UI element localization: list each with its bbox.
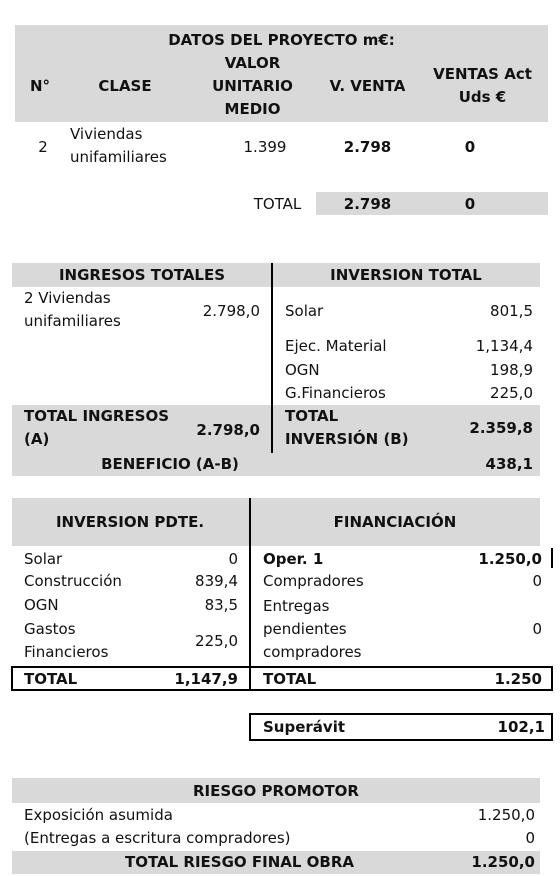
row-label: G.Financieros (285, 383, 386, 402)
total-value: 1.250 (494, 669, 542, 688)
column-header: VALOR UNITARIO MEDIO (212, 53, 293, 118)
section-title: DATOS DEL PROYECTO m€: (168, 30, 395, 49)
total-value: 438,1 (485, 454, 533, 473)
total-label: TOTAL (253, 194, 302, 213)
row-value: 839,4 (195, 571, 238, 590)
row-value: 801,5 (490, 301, 533, 320)
total-label: TOTAL INVERSIÓN (B) (285, 407, 409, 448)
header-bg (12, 778, 540, 803)
row-value: 2.798,0 (202, 301, 260, 320)
cell: 0 (464, 137, 476, 156)
cell: Viviendas unifamiliares (70, 125, 167, 166)
row-value: 1.250,0 (478, 549, 542, 568)
header-bg (15, 25, 548, 122)
total-label: BENEFICIO (A-B) (101, 454, 239, 473)
column-header: V. VENTA (329, 76, 406, 95)
row-value: 0 (532, 619, 542, 638)
total-value: 2.359,8 (469, 418, 533, 437)
row-label: OGN (24, 595, 59, 614)
cell: 1.399 (243, 137, 287, 156)
row-label: Oper. 1 (263, 549, 324, 568)
column-header: INVERSION PDTE. (55, 512, 205, 531)
row-value: 0 (525, 828, 535, 847)
column-header: CLASE (98, 76, 152, 95)
row-value: 0 (228, 549, 238, 568)
row-label: Solar (285, 301, 324, 320)
total-label: TOTAL (24, 669, 78, 688)
header-bg (12, 263, 540, 287)
total-value: 2.798,0 (196, 420, 260, 439)
column-header: VENTAS Act Uds € (433, 65, 532, 106)
row-label: Ejec. Material (285, 336, 387, 355)
row-label: Construcción (24, 571, 122, 590)
row-label: 2 Viviendas unifamiliares (24, 289, 121, 330)
row-label: Entregas pendientes compradores (263, 596, 362, 661)
row-label: OGN (285, 360, 320, 379)
cell: 2.798 (343, 137, 392, 156)
row-value: 225,0 (195, 631, 238, 650)
total-value: 2.798 (343, 194, 392, 213)
row-value: 83,5 (204, 595, 238, 614)
total-label: TOTAL (263, 669, 317, 688)
row-label: Exposición asumida (24, 805, 173, 824)
divider (249, 498, 251, 668)
total-value: 1,147,9 (174, 669, 238, 688)
row-label: Gastos Financieros (24, 620, 109, 661)
divider (551, 548, 553, 568)
row-value: 1,134,4 (475, 336, 533, 355)
total-bg (12, 405, 540, 476)
column-header: FINANCIACIÓN (333, 512, 457, 531)
header-bg (12, 498, 540, 546)
section-title: RIESGO PROMOTOR (193, 781, 359, 800)
column-header: INVERSION TOTAL (330, 265, 482, 284)
superavit-value: 102,1 (497, 717, 545, 736)
row-value: 198,9 (490, 360, 533, 379)
row-value: 0 (532, 571, 542, 590)
superavit-label: Superávit (263, 717, 346, 736)
row-value: 1.250,0 (477, 805, 535, 824)
total-label: TOTAL RIESGO FINAL OBRA (124, 852, 355, 871)
cell: 2 (38, 137, 48, 156)
superavit-box (249, 713, 553, 741)
total-label: TOTAL INGRESOS (A) (24, 407, 170, 448)
divider (249, 666, 251, 691)
divider (271, 263, 273, 453)
total-value: 1.250,0 (471, 852, 535, 871)
row-label: (Entregas a escritura compradores) (24, 828, 291, 847)
total-value: 0 (464, 194, 476, 213)
total-bg (316, 192, 548, 215)
row-label: Solar (24, 549, 63, 568)
total-box (11, 666, 553, 691)
row-value: 225,0 (490, 383, 533, 402)
column-header: INGRESOS TOTALES (58, 265, 226, 284)
total-bg (12, 851, 540, 874)
row-label: Compradores (263, 571, 364, 590)
column-header: N° (29, 76, 51, 95)
